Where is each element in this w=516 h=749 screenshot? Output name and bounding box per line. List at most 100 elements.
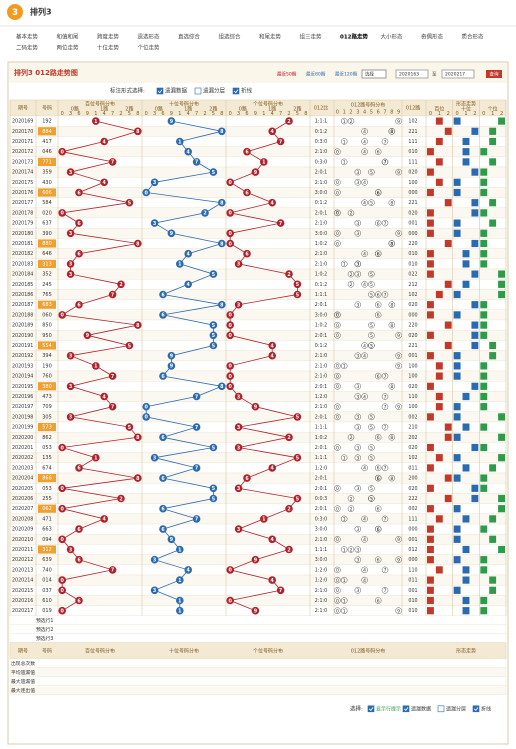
legend-checkbox[interactable] xyxy=(367,705,375,713)
ball-digit: 6 xyxy=(161,313,165,319)
dist-digit: 0 xyxy=(336,190,339,196)
dist-ball xyxy=(395,352,402,359)
ball-digit: 1 xyxy=(178,609,181,615)
dist-ball xyxy=(340,138,348,145)
nav-link[interactable]: 大小形态 xyxy=(381,33,404,41)
dist-digit: 3 xyxy=(356,170,359,176)
ball-digit: 4 xyxy=(187,568,191,574)
dist-ball xyxy=(388,240,396,247)
ball-digit: 3 xyxy=(153,588,156,594)
dist-digit: 2 xyxy=(350,496,353,502)
nav-link[interactable]: 和值和尾 xyxy=(57,33,80,41)
ball-digit: 5 xyxy=(212,323,215,329)
ratio: 2:0:1 xyxy=(315,210,327,216)
nav-link[interactable]: 遗选形态 xyxy=(138,33,161,41)
preselect-label: 预选行3 xyxy=(36,635,53,642)
period-link[interactable]: 最近50期 xyxy=(277,71,297,78)
option-checkbox[interactable] xyxy=(194,87,202,95)
ball xyxy=(66,382,75,391)
column-header: 百位 xyxy=(434,106,444,113)
nav-link[interactable]: 个位走势 xyxy=(138,44,161,52)
ball-digit: 6 xyxy=(245,476,249,482)
dist-ball xyxy=(334,332,341,339)
digit-header: 8 xyxy=(220,111,223,117)
issue: 2020189 xyxy=(12,323,33,329)
shape-block xyxy=(453,372,461,380)
nav-link[interactable]: 两位走势 xyxy=(57,44,80,52)
shape-block xyxy=(444,280,452,288)
shape-block xyxy=(462,280,470,288)
column-header: 期号 xyxy=(18,648,28,654)
dist-digit: 0 xyxy=(336,323,339,329)
route: 100 xyxy=(408,404,417,410)
nav-link[interactable]: 组选综合 xyxy=(219,33,242,41)
issue: 2020173 xyxy=(12,159,33,165)
ball-digit: 6 xyxy=(77,466,81,472)
ball xyxy=(75,300,83,309)
dist-digit: 1 xyxy=(343,160,346,166)
ball-digit: 6 xyxy=(161,374,165,380)
issue: 2020203 xyxy=(12,465,33,471)
ball xyxy=(226,321,234,329)
nav-link[interactable]: 十位走势 xyxy=(97,44,120,52)
column-header: 形态走势 xyxy=(456,101,476,108)
row xyxy=(9,432,507,443)
shape-block xyxy=(453,178,461,186)
nav-link[interactable]: 质合形态 xyxy=(462,33,485,41)
input-to[interactable] xyxy=(441,69,475,79)
shape-block xyxy=(427,148,434,156)
ratio: 2:1:0 xyxy=(315,149,327,155)
nav-link[interactable]: 和尾走势 xyxy=(259,33,282,41)
ball-digit: 8 xyxy=(220,201,224,207)
ratio: 2:1:0 xyxy=(315,221,327,227)
number: 473 xyxy=(42,394,52,400)
ball-digit: 7 xyxy=(195,466,198,472)
option-checkbox[interactable] xyxy=(156,87,164,95)
route: 111 xyxy=(408,139,417,145)
issue: 2020181 xyxy=(12,241,33,247)
shape-block xyxy=(480,168,488,176)
issue: 2020177 xyxy=(12,200,33,206)
ball xyxy=(100,392,108,401)
period-link[interactable]: 最近80期 xyxy=(306,71,326,78)
shape-block xyxy=(480,423,488,431)
select[interactable] xyxy=(361,69,387,79)
nav-link[interactable]: 奇偶形态 xyxy=(421,33,444,41)
row xyxy=(9,279,507,290)
nav-link[interactable]: 012路走势 xyxy=(340,33,368,41)
dist-digit: 0 xyxy=(336,313,339,319)
ball-digit: 1 xyxy=(178,578,181,584)
option-checkbox[interactable] xyxy=(232,87,240,95)
ball-digit: 2 xyxy=(287,507,290,513)
dist-ball xyxy=(368,454,375,461)
nav-link[interactable]: 组三走势 xyxy=(300,33,323,41)
panel xyxy=(7,61,509,745)
digit-header: 0 xyxy=(336,110,339,116)
legend-checkbox[interactable] xyxy=(402,705,410,713)
shape-block xyxy=(471,239,479,248)
input-from[interactable] xyxy=(395,69,429,79)
ball xyxy=(234,300,243,309)
dist-ball xyxy=(354,546,362,553)
dist-ball xyxy=(374,311,382,319)
nav-link[interactable]: 基本走势 xyxy=(16,33,39,41)
route: 002 xyxy=(408,506,417,512)
ball xyxy=(176,260,184,268)
nav-link[interactable]: 直选综合 xyxy=(178,33,201,41)
query-button[interactable] xyxy=(486,70,502,78)
nav-link[interactable]: 二码走势 xyxy=(16,44,39,52)
legend-checkbox[interactable] xyxy=(437,705,445,713)
shape-block xyxy=(480,403,488,411)
dist-digit: 8 xyxy=(390,323,393,329)
ball-digit: 4 xyxy=(271,354,275,360)
shape-block xyxy=(427,586,434,594)
number: 019 xyxy=(42,608,52,614)
issue: 2020178 xyxy=(12,210,33,216)
legend-checkbox[interactable] xyxy=(472,705,480,713)
dist-digit: 1 xyxy=(343,139,346,145)
shape-block xyxy=(462,576,470,584)
number: 646 xyxy=(42,251,52,257)
nav-link[interactable]: 跨度走势 xyxy=(97,33,120,41)
period-link[interactable]: 最近120期 xyxy=(335,71,358,78)
dist-ball xyxy=(361,342,368,349)
